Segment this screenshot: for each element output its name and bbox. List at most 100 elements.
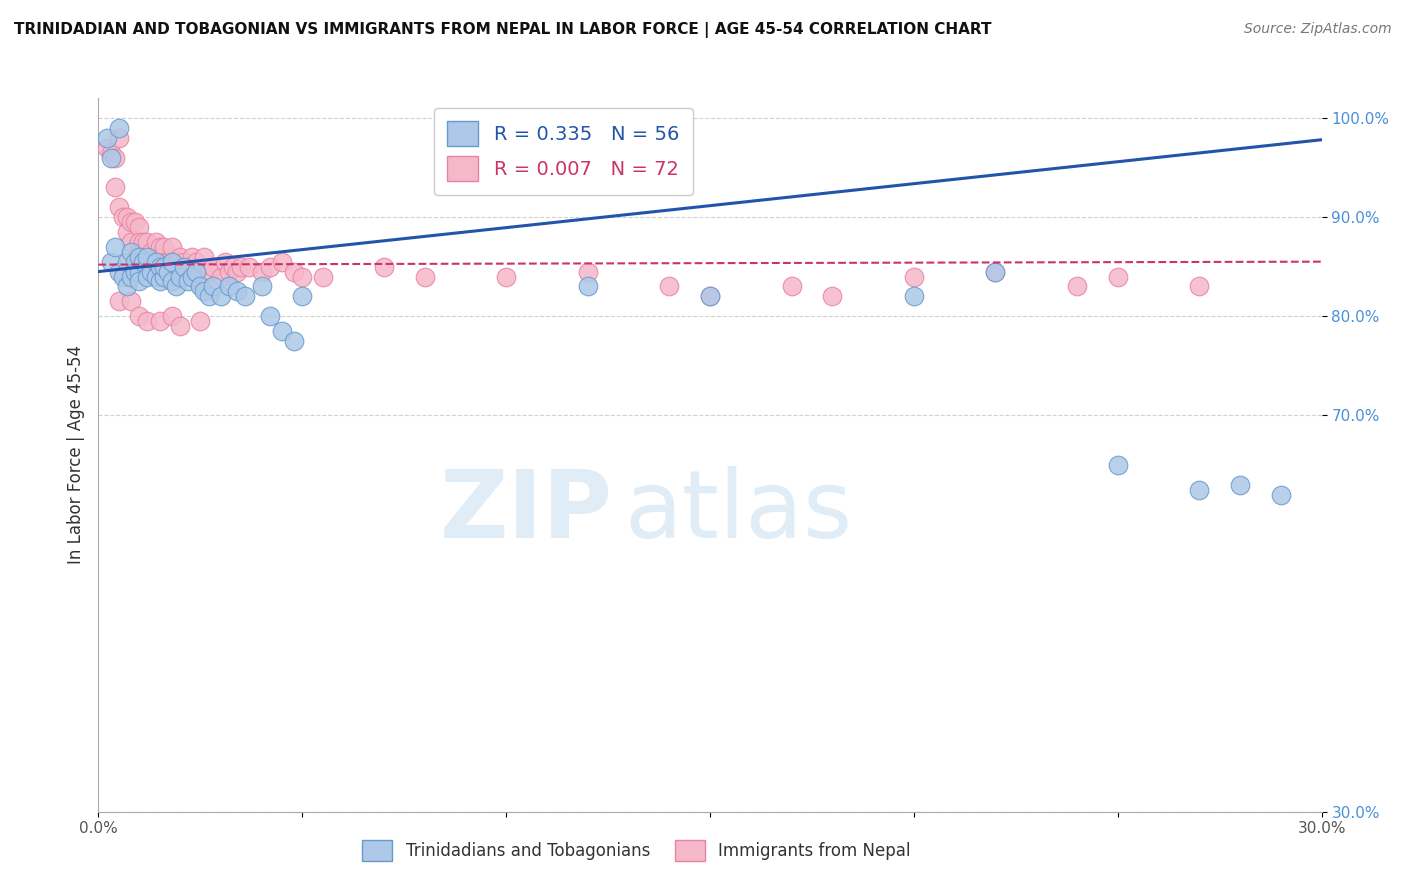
Point <box>226 264 249 278</box>
Point <box>413 269 436 284</box>
Point <box>821 289 844 303</box>
Point <box>169 269 191 284</box>
Point <box>1066 279 1088 293</box>
Point <box>186 264 208 278</box>
Point <box>120 269 142 284</box>
Point <box>250 264 273 278</box>
Point <box>156 264 179 278</box>
Point <box>152 254 174 268</box>
Point <box>193 250 215 264</box>
Point <box>115 210 138 224</box>
Point <box>1107 458 1129 472</box>
Point <box>576 279 599 293</box>
Point <box>160 240 183 254</box>
Point <box>193 285 215 299</box>
Text: Source: ZipAtlas.com: Source: ZipAtlas.com <box>1244 22 1392 37</box>
Point <box>283 334 305 348</box>
Point <box>160 254 183 268</box>
Point <box>111 269 134 284</box>
Point <box>259 260 281 274</box>
Point <box>124 254 146 268</box>
Point <box>136 314 159 328</box>
Point <box>165 279 187 293</box>
Point <box>238 260 260 274</box>
Point <box>201 260 224 274</box>
Point <box>169 319 191 334</box>
Point <box>780 279 803 293</box>
Point <box>120 215 142 229</box>
Point <box>115 225 138 239</box>
Point <box>104 180 127 194</box>
Point <box>149 250 172 264</box>
Point <box>124 264 146 278</box>
Point <box>984 264 1007 278</box>
Point <box>186 254 208 268</box>
Point <box>136 235 159 249</box>
Point <box>160 309 183 323</box>
Point <box>188 260 212 274</box>
Point <box>188 314 212 328</box>
Point <box>165 254 187 268</box>
Point <box>259 309 281 323</box>
Point <box>250 279 273 293</box>
Point <box>1188 279 1211 293</box>
Point <box>373 260 395 274</box>
Point <box>149 240 172 254</box>
Point <box>160 275 183 289</box>
Point <box>283 264 305 278</box>
Point <box>128 244 150 259</box>
Point <box>658 279 681 293</box>
Point <box>173 260 195 274</box>
Point <box>141 264 163 278</box>
Text: TRINIDADIAN AND TOBAGONIAN VS IMMIGRANTS FROM NEPAL IN LABOR FORCE | AGE 45-54 C: TRINIDADIAN AND TOBAGONIAN VS IMMIGRANTS… <box>14 22 991 38</box>
Point <box>214 254 236 268</box>
Point <box>903 289 925 303</box>
Point <box>145 269 167 284</box>
Point <box>100 254 122 268</box>
Point <box>111 210 134 224</box>
Point <box>132 235 155 249</box>
Point <box>903 269 925 284</box>
Point <box>100 145 122 160</box>
Point <box>108 264 131 278</box>
Point <box>124 215 146 229</box>
Point <box>222 260 245 274</box>
Point <box>576 264 599 278</box>
Point <box>132 254 155 268</box>
Y-axis label: In Labor Force | Age 45-54: In Labor Force | Age 45-54 <box>66 345 84 565</box>
Point <box>699 289 721 303</box>
Point <box>197 264 219 278</box>
Point <box>312 269 335 284</box>
Text: atlas: atlas <box>624 466 852 558</box>
Point <box>145 235 167 249</box>
Point <box>96 141 118 155</box>
Point <box>984 264 1007 278</box>
Point <box>149 260 172 274</box>
Legend: Trinidadians and Tobagonians, Immigrants from Nepal: Trinidadians and Tobagonians, Immigrants… <box>356 833 918 868</box>
Point <box>108 120 131 135</box>
Point <box>1229 477 1251 491</box>
Point <box>152 269 174 284</box>
Point <box>181 250 204 264</box>
Point <box>100 151 122 165</box>
Point <box>160 254 183 268</box>
Point <box>291 269 314 284</box>
Point <box>96 130 118 145</box>
Point <box>209 269 232 284</box>
Point <box>128 275 150 289</box>
Point <box>291 289 314 303</box>
Point <box>218 264 240 278</box>
Point <box>197 289 219 303</box>
Point <box>152 240 174 254</box>
Point <box>177 275 200 289</box>
Point <box>149 275 172 289</box>
Point <box>136 250 159 264</box>
Point <box>136 269 159 284</box>
Point <box>149 314 172 328</box>
Point <box>270 324 294 338</box>
Point <box>120 235 142 249</box>
Point <box>136 250 159 264</box>
Point <box>108 200 131 214</box>
Point <box>173 254 195 268</box>
Point <box>145 254 167 268</box>
